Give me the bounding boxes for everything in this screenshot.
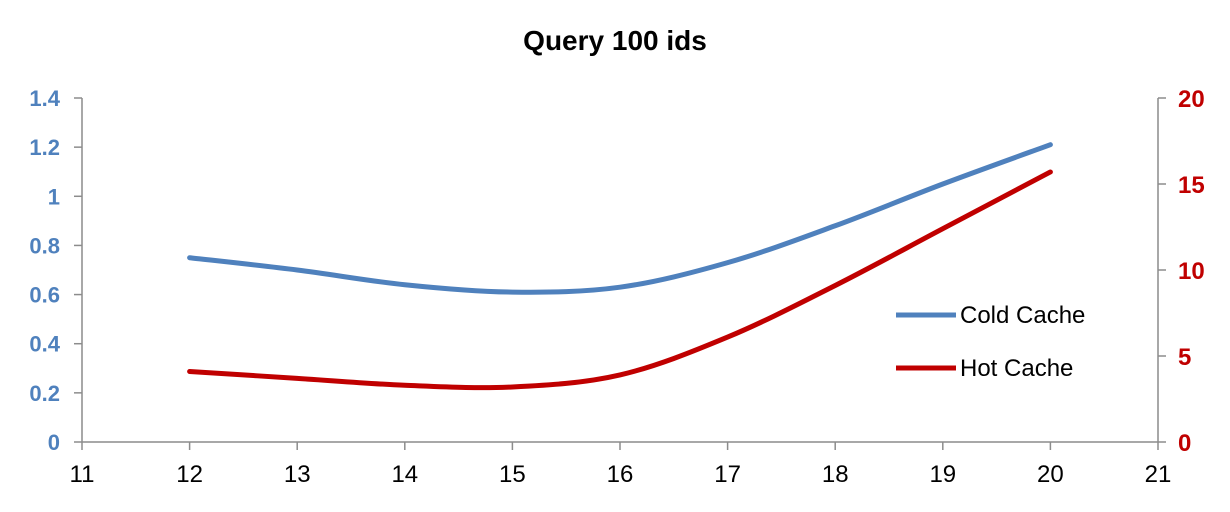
x-tick-label: 21: [1145, 461, 1172, 488]
legend-label-hot-cache: Hot Cache: [960, 355, 1073, 382]
x-tick-label: 11: [70, 461, 95, 488]
left-y-tick-label: 0.2: [29, 381, 60, 406]
x-tick-label: 15: [499, 461, 526, 488]
x-ticks: 11 12 13 14 15 16 17 18 19 20 21: [70, 442, 1172, 488]
series-line-hot-cache: [187, 169, 1053, 391]
series-line-cold-cache: [187, 142, 1053, 295]
right-y-tick-label: 20: [1178, 86, 1205, 113]
left-y-ticks: 0 0.2 0.4 0.6 0.8 1 1.2 1.4: [29, 86, 82, 455]
left-y-tick-label: 0.8: [29, 233, 60, 258]
left-y-tick-label: 1.2: [29, 135, 60, 160]
left-y-tick-label: 0.6: [29, 283, 60, 308]
left-y-tick-label: 1.4: [29, 86, 60, 111]
right-y-ticks: 0 5 10 15 20: [1158, 86, 1205, 457]
x-tick-label: 13: [284, 461, 311, 488]
x-tick-label: 12: [176, 461, 203, 488]
x-tick-label: 20: [1037, 461, 1064, 488]
x-tick-label: 14: [391, 461, 418, 488]
left-y-tick-label: 0: [48, 430, 60, 455]
x-tick-label: 18: [822, 461, 849, 488]
legend: Cold Cache Hot Cache: [896, 302, 1085, 382]
right-y-tick-label: 5: [1178, 344, 1191, 371]
x-tick-label: 16: [607, 461, 634, 488]
chart-title: Query 100 ids: [523, 25, 707, 56]
right-y-tick-label: 0: [1178, 430, 1191, 457]
x-tick-label: 17: [714, 461, 741, 488]
left-y-tick-label: 1: [48, 184, 60, 209]
legend-label-cold-cache: Cold Cache: [960, 302, 1085, 329]
left-y-tick-label: 0.4: [29, 332, 60, 357]
right-y-tick-label: 10: [1178, 258, 1205, 285]
right-y-tick-label: 15: [1178, 172, 1205, 199]
x-tick-label: 19: [929, 461, 956, 488]
series-lines: [187, 142, 1053, 391]
